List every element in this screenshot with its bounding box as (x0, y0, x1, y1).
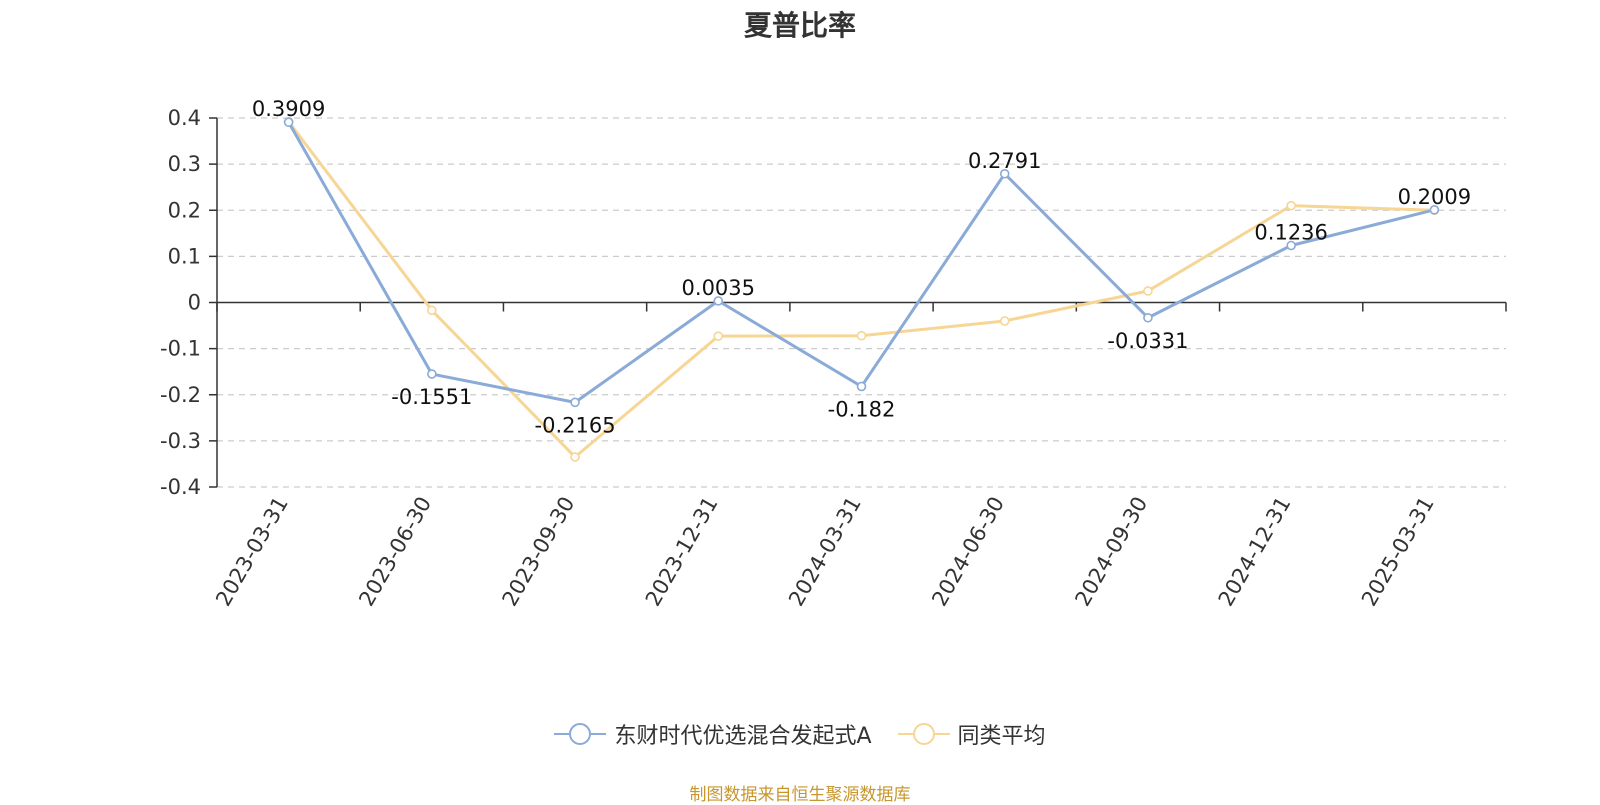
x-tick-label: 2025-03-31 (1357, 493, 1439, 611)
series-2-point (856, 330, 867, 341)
data-label: -0.1551 (391, 385, 472, 409)
y-tick-label: 0 (188, 291, 201, 315)
legend-item-series-2[interactable]: 同类平均 (897, 718, 1046, 750)
series-2-point (713, 331, 724, 341)
data-label: 0.1236 (1254, 220, 1327, 244)
y-tick-label: 0.3 (168, 152, 201, 176)
series-1-point (283, 117, 294, 127)
legend-swatch-series-1-icon (554, 722, 607, 746)
series-1-point (1286, 240, 1296, 251)
legend: 东财时代优选混合发起式A 同类平均 (0, 718, 1600, 750)
data-label: -0.182 (828, 397, 896, 421)
series-2-point (570, 452, 580, 462)
x-tick-label: 2024-03-31 (784, 493, 866, 611)
y-tick-label: 0.2 (168, 198, 201, 222)
data-label: -0.0331 (1107, 329, 1188, 353)
data-label: 0.2009 (1398, 185, 1471, 209)
legend-label-series-1: 东财时代优选混合发起式A (614, 724, 872, 749)
y-tick-label: -0.3 (160, 429, 201, 453)
series-1-point (1429, 205, 1440, 215)
x-tick-label: 2024-09-30 (1070, 493, 1152, 611)
y-tick-label: -0.1 (160, 337, 201, 361)
series-1-point (856, 381, 867, 392)
x-tick-label: 2024-12-31 (1214, 493, 1296, 611)
y-tick-label: 0.1 (168, 244, 201, 268)
data-label: 0.0035 (682, 276, 755, 300)
x-tick-label: 2024-06-30 (927, 492, 1009, 610)
y-tick-label: -0.4 (160, 475, 201, 499)
x-tick-label: 2023-03-31 (211, 493, 293, 611)
y-tick-label: -0.2 (160, 383, 201, 407)
series-1-point (570, 397, 580, 408)
y-tick-label: 0.4 (168, 106, 201, 130)
legend-item-series-1[interactable]: 东财时代优选混合发起式A (554, 718, 872, 750)
legend-label-series-2: 同类平均 (957, 724, 1046, 749)
series-2-point (427, 305, 437, 316)
series-1-point (1143, 312, 1153, 323)
x-tick-label: 2023-09-30 (498, 493, 580, 611)
data-source-note: 制图数据来自恒生聚源数据库 (689, 785, 911, 805)
series-1-point (427, 369, 437, 379)
data-label: 0.3909 (252, 97, 325, 121)
x-tick-label: 2023-06-30 (354, 493, 436, 611)
series-1-point (999, 168, 1010, 179)
series-2-point (1143, 286, 1153, 296)
legend-swatch-series-2-icon (897, 722, 950, 746)
chart-title: 夏普比率 (743, 9, 856, 42)
data-label: 0.2791 (968, 149, 1041, 173)
series-2-point (1286, 200, 1296, 211)
data-label: -0.2165 (535, 413, 616, 437)
series-2-point (999, 316, 1010, 326)
x-tick-label: 2023-12-31 (641, 493, 723, 611)
series-1-point (713, 296, 724, 306)
